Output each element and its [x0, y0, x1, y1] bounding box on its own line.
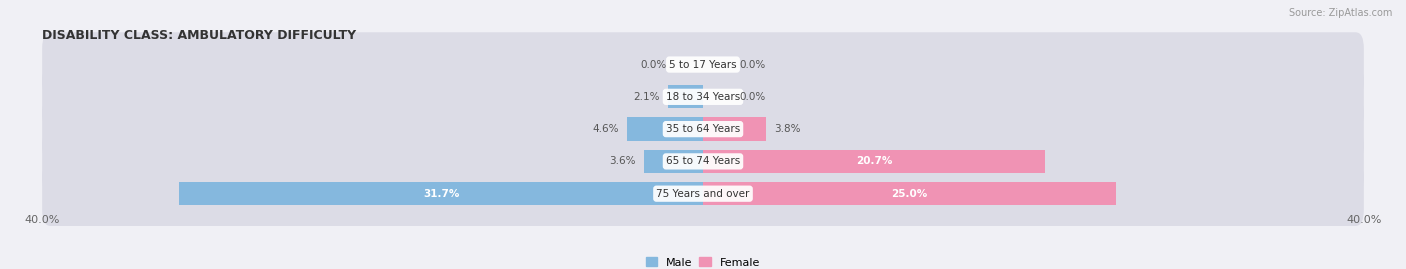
Text: 3.8%: 3.8% — [775, 124, 800, 134]
Text: 3.6%: 3.6% — [609, 156, 636, 167]
Text: 0.0%: 0.0% — [740, 92, 766, 102]
Bar — [703, 182, 1116, 205]
Bar — [627, 118, 703, 141]
FancyBboxPatch shape — [42, 32, 1364, 97]
Legend: Male, Female: Male, Female — [641, 253, 765, 269]
Bar — [180, 182, 703, 205]
FancyBboxPatch shape — [42, 161, 1364, 226]
Text: 0.0%: 0.0% — [740, 59, 766, 70]
Text: Source: ZipAtlas.com: Source: ZipAtlas.com — [1288, 8, 1392, 18]
Text: 4.6%: 4.6% — [592, 124, 619, 134]
Text: 5 to 17 Years: 5 to 17 Years — [669, 59, 737, 70]
Text: 0.0%: 0.0% — [640, 59, 666, 70]
Text: 75 Years and over: 75 Years and over — [657, 189, 749, 199]
Text: 25.0%: 25.0% — [891, 189, 928, 199]
Text: 20.7%: 20.7% — [856, 156, 893, 167]
Text: DISABILITY CLASS: AMBULATORY DIFFICULTY: DISABILITY CLASS: AMBULATORY DIFFICULTY — [42, 29, 356, 42]
Bar — [668, 85, 703, 108]
Text: 2.1%: 2.1% — [634, 92, 659, 102]
Text: 65 to 74 Years: 65 to 74 Years — [666, 156, 740, 167]
Text: 31.7%: 31.7% — [423, 189, 460, 199]
Text: 18 to 34 Years: 18 to 34 Years — [666, 92, 740, 102]
FancyBboxPatch shape — [42, 129, 1364, 194]
Text: 35 to 64 Years: 35 to 64 Years — [666, 124, 740, 134]
Bar — [703, 118, 766, 141]
Bar — [703, 150, 1045, 173]
FancyBboxPatch shape — [42, 65, 1364, 129]
FancyBboxPatch shape — [42, 97, 1364, 161]
Bar — [644, 150, 703, 173]
